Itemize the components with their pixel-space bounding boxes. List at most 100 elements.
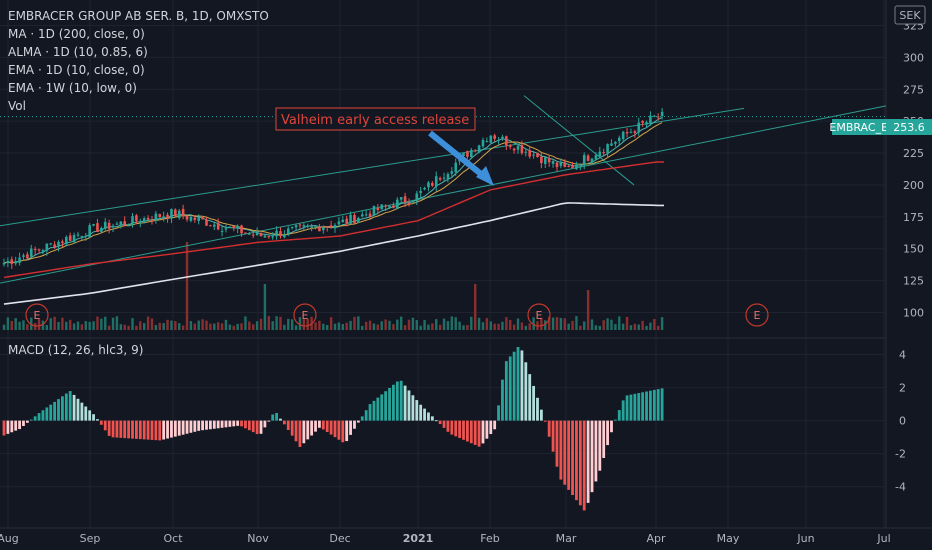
candle-body	[271, 236, 274, 238]
candle-body	[450, 171, 454, 174]
candle-body	[14, 261, 17, 264]
currency-box[interactable]: SEK	[894, 5, 926, 25]
volume-bar	[606, 318, 609, 330]
volume-bar	[123, 324, 126, 330]
candle-body	[333, 225, 337, 229]
candle-body	[532, 154, 535, 156]
legend-alma: ALMA · 1D (10, 0.85, 6)	[8, 45, 148, 59]
macd-tick-label: -4	[895, 481, 906, 494]
macd-bar	[263, 420, 267, 428]
candle-body	[310, 226, 313, 228]
macd-bar	[6, 420, 10, 434]
candle-body	[434, 176, 438, 187]
macd-bar	[411, 395, 415, 421]
candle-body	[555, 162, 559, 168]
volume-bar	[119, 324, 123, 330]
time-tick-label: Nov	[247, 532, 269, 545]
macd-bar	[582, 420, 586, 511]
candle-body	[590, 158, 594, 163]
candle-body	[158, 214, 162, 218]
volume-bar	[349, 320, 352, 330]
time-tick-label: Aug	[0, 532, 19, 545]
macd-bar	[430, 416, 434, 421]
chart-title: EMBRACER GROUP AB SER. B, 1D, OMXSTO	[8, 9, 269, 23]
volume-bar	[287, 318, 290, 330]
candle-body	[220, 230, 224, 232]
volume-bar	[220, 323, 224, 330]
price-tick-label: 150	[903, 243, 924, 256]
macd-bar	[181, 420, 185, 435]
macd-bar	[286, 420, 290, 430]
earnings-marker[interactable]	[527, 303, 551, 327]
volume-bar	[392, 324, 395, 330]
volume-bar	[142, 323, 146, 330]
volume-bar	[232, 325, 235, 330]
candle-body	[115, 223, 119, 225]
earnings-marker[interactable]	[25, 303, 49, 327]
volume-bar	[314, 322, 317, 330]
macd-bar	[127, 420, 131, 439]
macd-bar	[298, 420, 302, 447]
candle-body	[146, 218, 150, 220]
volume-bar	[427, 324, 430, 330]
macd-bar	[201, 420, 204, 431]
volume-bar	[178, 323, 181, 330]
volume-bar	[524, 325, 528, 330]
macd-bar	[578, 420, 582, 506]
candle-body	[602, 152, 605, 154]
macd-bar	[18, 420, 21, 430]
macd-bar	[111, 420, 115, 438]
trend-down	[523, 95, 635, 186]
symbol-tag-text: EMBRAC_B	[829, 121, 888, 134]
volume-bar	[33, 323, 37, 330]
ma200-line	[3, 202, 664, 305]
volume-bar	[598, 325, 601, 330]
legend-ema-weekly: EMA · 1W (10, low, 0)	[8, 81, 137, 95]
macd-bar	[341, 420, 345, 443]
candle-body	[633, 131, 637, 133]
volume-bar	[57, 321, 60, 330]
macd-bar	[364, 410, 368, 421]
volume-bar	[657, 325, 660, 330]
macd-bar	[68, 391, 72, 421]
volume-bar	[489, 321, 492, 330]
macd-bar	[621, 400, 625, 421]
candle-body	[228, 226, 232, 228]
macd-bar	[251, 420, 255, 433]
macd-bar	[473, 420, 477, 445]
macd-bar	[310, 420, 314, 436]
candle-body	[473, 150, 477, 152]
candle-body	[392, 205, 395, 208]
macd-bar	[244, 420, 247, 429]
earnings-marker[interactable]	[293, 303, 317, 327]
volume-bar	[333, 323, 337, 330]
candle-body	[306, 225, 310, 227]
macd-bar	[356, 420, 360, 423]
macd-bar	[606, 420, 609, 446]
volume-bar	[423, 319, 426, 330]
candle-body	[29, 248, 33, 257]
candle-body	[396, 199, 399, 209]
price-tick-label: 200	[903, 179, 924, 192]
candle-body	[127, 225, 130, 227]
candle-body	[150, 220, 154, 222]
candle-body	[345, 218, 348, 224]
macd-bar	[423, 408, 426, 421]
earnings-marker[interactable]	[745, 303, 769, 327]
macd-bar	[150, 420, 154, 440]
volume-bar	[403, 325, 407, 330]
volume-bar	[357, 316, 360, 330]
macd-bar	[454, 420, 458, 437]
macd-bar	[559, 420, 563, 480]
candle-body	[598, 151, 602, 157]
macd-bar	[380, 394, 384, 421]
annotation[interactable]: Valheim early access release	[275, 107, 494, 186]
volume-bar	[594, 325, 598, 330]
candle-body	[119, 221, 123, 225]
volume-bar	[162, 323, 165, 330]
candle-body	[446, 173, 450, 179]
macd-bar	[497, 405, 500, 421]
candle-body	[248, 233, 251, 235]
candle-body	[10, 259, 14, 264]
macd-bar	[29, 419, 33, 421]
